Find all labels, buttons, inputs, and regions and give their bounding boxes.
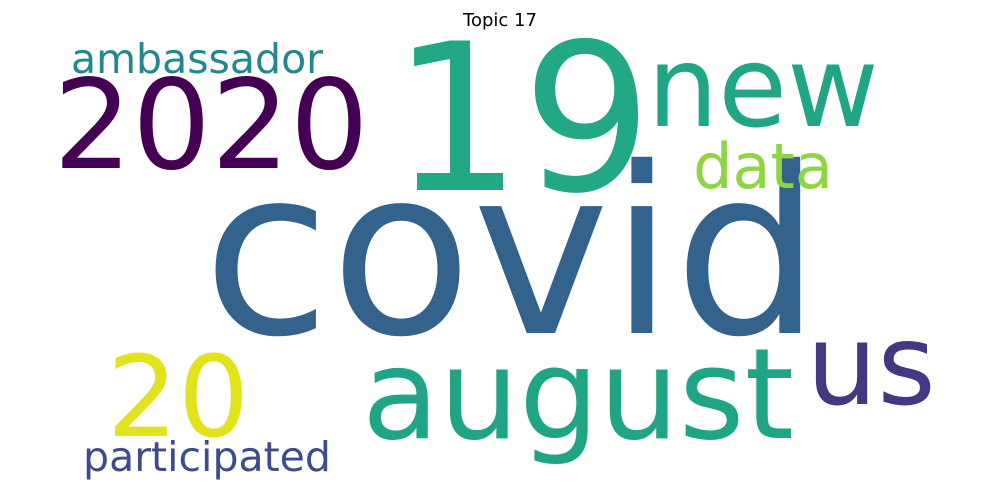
word-ambassador: ambassador (71, 35, 323, 83)
word-covid: covid (203, 118, 822, 388)
word-20: 20 (107, 333, 250, 463)
word-participated: participated (83, 433, 331, 481)
word-data: data (693, 130, 833, 203)
word-19: 19 (392, 1, 653, 239)
word-august: august (362, 321, 794, 468)
figure-title: Topic 17 (463, 10, 537, 31)
word-2020: 2020 (53, 54, 369, 198)
word-new: new (647, 23, 879, 153)
word-us: us (806, 301, 935, 431)
